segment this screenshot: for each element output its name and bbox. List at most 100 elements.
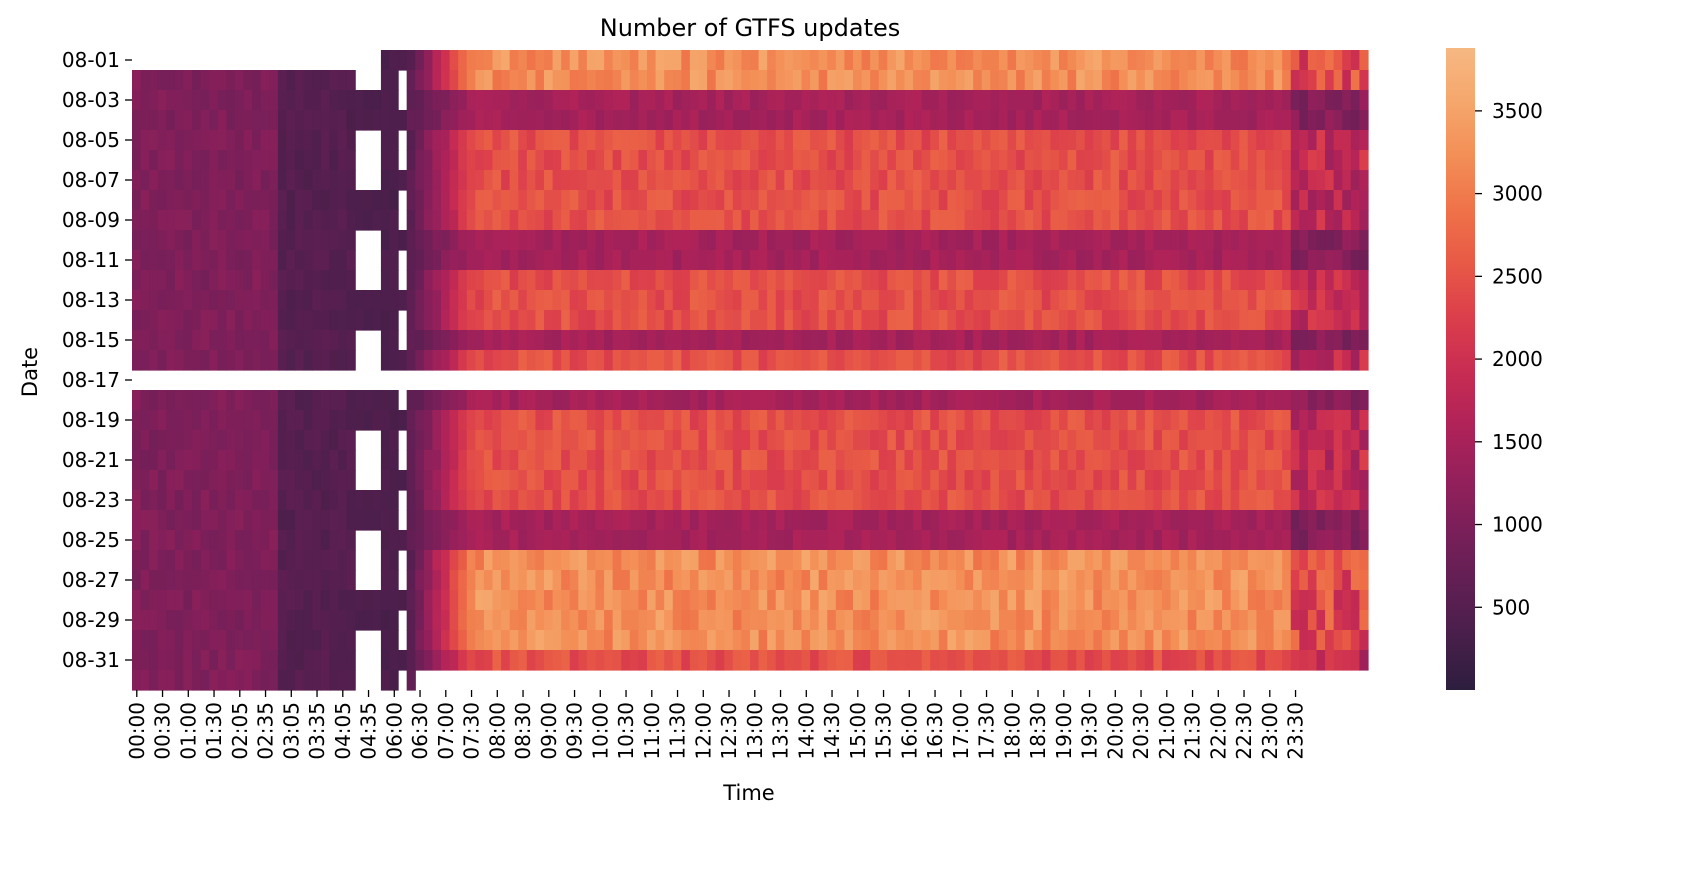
heatmap-cell	[1342, 430, 1352, 451]
heatmap-cell	[1179, 70, 1189, 91]
heatmap-cell	[303, 70, 313, 91]
heatmap-cell	[973, 70, 983, 91]
heatmap-cell	[312, 410, 322, 431]
heatmap-cell	[320, 330, 331, 351]
heatmap-cell	[1076, 470, 1086, 491]
heatmap-cell	[930, 290, 940, 311]
heatmap-cell	[681, 150, 691, 171]
heatmap-cell	[707, 330, 717, 351]
heatmap-cell	[1153, 130, 1163, 151]
heatmap-cell	[226, 270, 236, 291]
heatmap-cell	[569, 230, 579, 251]
heatmap-cell	[415, 110, 425, 131]
heatmap-cell	[1059, 270, 1069, 291]
heatmap-cell	[1127, 230, 1137, 251]
heatmap-cell	[604, 290, 614, 311]
heatmap-cell	[844, 110, 854, 131]
heatmap-cell	[1290, 190, 1300, 211]
heatmap-cell	[1007, 250, 1017, 271]
heatmap-cell	[174, 570, 185, 591]
heatmap-cell	[432, 510, 442, 531]
heatmap-cell	[1325, 190, 1335, 211]
heatmap-cell	[346, 350, 356, 371]
heatmap-cell	[1204, 310, 1215, 331]
heatmap-cell	[363, 490, 373, 511]
heatmap-cell	[1127, 550, 1137, 571]
heatmap-cell	[1299, 450, 1309, 471]
heatmap-cell	[544, 430, 554, 451]
heatmap-cell	[526, 510, 537, 531]
heatmap-cell	[990, 470, 1000, 491]
heatmap-cell	[509, 590, 519, 611]
heatmap-cell	[664, 150, 674, 171]
heatmap-cell	[1110, 110, 1120, 131]
heatmap-cell	[1007, 170, 1017, 191]
heatmap-cell	[784, 310, 794, 331]
heatmap-cell	[595, 570, 605, 591]
heatmap-cell	[621, 650, 631, 671]
heatmap-cell	[758, 110, 768, 131]
heatmap-cell	[664, 70, 674, 91]
heatmap-cell	[621, 510, 631, 531]
heatmap-cell	[1024, 470, 1034, 491]
heatmap-cell	[681, 550, 691, 571]
heatmap-cell	[166, 230, 176, 251]
heatmap-cell	[913, 530, 923, 551]
heatmap-cell	[1282, 290, 1292, 311]
heatmap-cell	[1050, 310, 1060, 331]
heatmap-cell	[1282, 510, 1292, 531]
heatmap-cell	[1256, 590, 1266, 611]
heatmap-cell	[449, 510, 459, 531]
heatmap-cell	[870, 230, 880, 251]
heatmap-cell	[750, 90, 760, 111]
heatmap-cell	[552, 490, 562, 511]
heatmap-cell	[1093, 210, 1103, 231]
heatmap-cell	[329, 210, 339, 231]
heatmap-cell	[1076, 610, 1086, 631]
heatmap-cell	[432, 650, 442, 671]
heatmap-cell	[526, 630, 537, 651]
heatmap-cell	[415, 590, 425, 611]
heatmap-cell	[1204, 150, 1215, 171]
heatmap-cell	[226, 70, 236, 91]
heatmap-cell	[312, 230, 322, 251]
heatmap-cell	[801, 310, 811, 331]
heatmap-cell	[157, 150, 167, 171]
heatmap-cell	[775, 170, 785, 191]
heatmap-cell	[973, 90, 983, 111]
heatmap-cell	[1239, 610, 1249, 631]
heatmap-cell	[1230, 610, 1240, 631]
heatmap-cell	[990, 350, 1000, 371]
heatmap-cell	[389, 490, 399, 511]
heatmap-cell	[1222, 170, 1232, 191]
heatmap-cell	[132, 570, 142, 591]
heatmap-cell	[1273, 470, 1283, 491]
heatmap-cell	[398, 290, 408, 311]
heatmap-cell	[1093, 650, 1103, 671]
heatmap-cell	[604, 410, 614, 431]
heatmap-cell	[1153, 550, 1163, 571]
heatmap-cell	[672, 570, 682, 591]
heatmap-cell	[1325, 310, 1335, 331]
heatmap-cell	[835, 110, 846, 131]
heatmap-cell	[853, 450, 863, 471]
heatmap-cell	[295, 310, 305, 331]
heatmap-cell	[475, 50, 485, 71]
heatmap-cell	[1187, 630, 1197, 651]
heatmap-cell	[217, 310, 228, 331]
heatmap-cell	[775, 250, 785, 271]
heatmap-cell	[930, 530, 940, 551]
heatmap-cell	[492, 330, 502, 351]
heatmap-cell	[475, 350, 485, 371]
heatmap-cell	[295, 70, 305, 91]
heatmap-cell	[629, 550, 640, 571]
heatmap-cell	[578, 90, 588, 111]
heatmap-cell	[1119, 450, 1129, 471]
heatmap-cell	[1084, 270, 1094, 291]
heatmap-cell	[715, 530, 725, 551]
heatmap-cell	[741, 130, 751, 151]
heatmap-cell	[1213, 530, 1223, 551]
heatmap-cell	[226, 510, 236, 531]
heatmap-cell	[200, 310, 210, 331]
heatmap-cell	[981, 390, 991, 411]
